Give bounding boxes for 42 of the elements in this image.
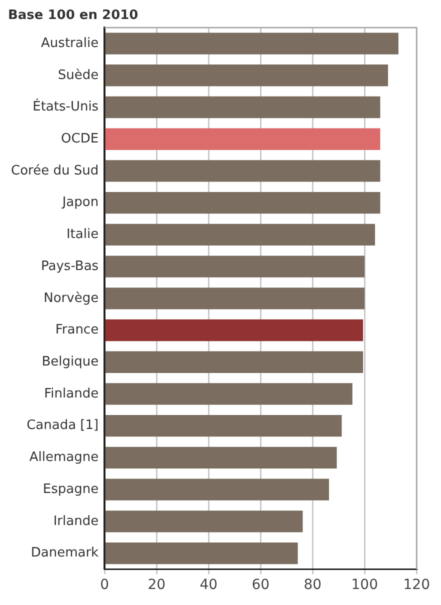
- x-tick-label: 120: [403, 577, 430, 594]
- y-tick-label: Belgique: [42, 354, 99, 370]
- bar: [105, 510, 303, 532]
- bar: [105, 32, 398, 54]
- bar: [105, 64, 388, 86]
- x-tick-label: 40: [200, 577, 218, 594]
- y-tick-label: Norvège: [44, 290, 99, 306]
- y-tick-label: Canada [1]: [26, 418, 99, 434]
- y-tick-label: Japon: [61, 195, 99, 210]
- bar: [105, 478, 330, 500]
- bar: [105, 256, 365, 278]
- bar: [105, 192, 380, 214]
- y-tick-label: Allemagne: [29, 450, 99, 466]
- bar: [105, 542, 298, 564]
- y-tick-label: Australie: [41, 36, 99, 51]
- y-tick-label: Irlande: [53, 514, 99, 529]
- bar: [105, 351, 364, 373]
- y-tick-label: Italie: [66, 227, 99, 242]
- bar: [105, 446, 337, 469]
- bar: [105, 415, 342, 437]
- chart-title: Base 100 en 2010: [8, 8, 138, 24]
- bar: [105, 383, 352, 405]
- x-tick-label: 20: [148, 577, 166, 594]
- y-tick-label: OCDE: [61, 131, 99, 146]
- y-tick-label: Finlande: [44, 386, 99, 402]
- x-tick-label: 0: [100, 577, 110, 594]
- y-tick-label: États-Unis: [32, 98, 99, 115]
- y-tick-label: Espagne: [42, 482, 99, 497]
- y-tick-label: Pays-Bas: [41, 258, 99, 274]
- x-tick-label: 80: [304, 577, 322, 594]
- bar: [105, 128, 380, 150]
- bar: [105, 224, 376, 246]
- y-tick-label: France: [55, 322, 99, 338]
- y-tick-label: Corée du Sud: [10, 163, 99, 178]
- bar: [105, 288, 365, 310]
- y-tick-label: Danemark: [30, 546, 100, 561]
- bar: [105, 319, 364, 342]
- x-tick-label: 60: [252, 577, 270, 594]
- y-tick-label: Suède: [58, 68, 99, 83]
- bar: [105, 160, 380, 182]
- bar: [105, 96, 380, 118]
- x-tick-label: 100: [351, 577, 378, 594]
